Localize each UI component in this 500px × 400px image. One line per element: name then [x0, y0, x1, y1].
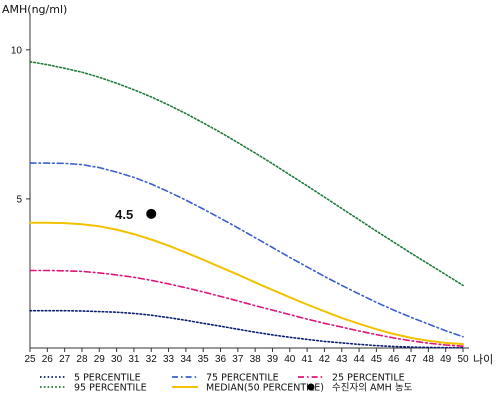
legend-label-6: 수진자의 AMH 농도 [332, 383, 413, 394]
y-tick-label: 10 [11, 45, 23, 56]
legend-label-2: 75 PERCENTILE [206, 373, 279, 384]
x-tick-label: 29 [94, 354, 106, 365]
x-tick-label: 44 [354, 354, 366, 365]
x-tick-label: 39 [267, 354, 279, 365]
series-line-5 [29, 221, 464, 346]
legend: 5 PERCENTILE 75 PERCENTILE 25 PERCENTILE 95… [40, 373, 413, 394]
x-tick-label: 32 [146, 354, 158, 365]
legend-label-1: 5 PERCENTILE [74, 373, 141, 384]
x-tick-label: 27 [59, 354, 71, 365]
x-tick-label: 42 [319, 354, 331, 365]
x-axis-title: 나이 [473, 353, 493, 366]
x-tick-label: 38 [250, 354, 262, 365]
axes [29, 14, 469, 349]
series-line-4 [29, 60, 464, 287]
x-tick-label: 36 [215, 354, 227, 365]
data-points: 4.5 [115, 207, 157, 222]
x-tick-label: 31 [128, 354, 140, 365]
x-tick-label: 46 [388, 354, 400, 365]
series-line-3 [29, 269, 464, 348]
legend-label-4: 95 PERCENTILE [74, 383, 147, 394]
x-tick-label: 33 [163, 354, 175, 365]
x-tick-label: 37 [232, 354, 244, 365]
x-tick-label: 40 [284, 354, 296, 365]
y-axis-ticks: 5 10 [11, 45, 30, 205]
x-tick-label: 28 [76, 354, 88, 365]
x-axis-ticks: 25 26 27 28 29 30 31 32 33 34 35 36 37 38 39 40 41 42 43 44… [24, 348, 469, 365]
legend-label-5: MEDIAN(50 PERCENTILE) [206, 383, 324, 394]
x-tick-label: 48 [423, 354, 435, 365]
y-tick-label: 5 [16, 194, 22, 205]
amh-point-marker [146, 208, 157, 219]
x-tick-label: 45 [371, 354, 383, 365]
x-tick-label: 35 [198, 354, 210, 365]
x-tick-label: 34 [180, 354, 192, 365]
x-tick-label: 49 [440, 354, 452, 365]
series-line-1 [29, 309, 464, 349]
series-line-2 [29, 162, 464, 338]
y-axis-title: AMH(ng/ml) [2, 3, 67, 16]
x-tick-label: 30 [111, 354, 123, 365]
legend-marker-point [307, 383, 315, 391]
x-tick-label: 50 [457, 354, 469, 365]
x-tick-label: 26 [42, 354, 54, 365]
x-tick-label: 43 [336, 354, 348, 365]
legend-label-3: 25 PERCENTILE [332, 373, 405, 384]
x-tick-label: 25 [24, 354, 36, 365]
x-tick-label: 41 [302, 354, 314, 365]
series-lines [29, 60, 464, 349]
x-tick-label: 47 [405, 354, 417, 365]
amh-point-label: 4.5 [115, 207, 133, 222]
